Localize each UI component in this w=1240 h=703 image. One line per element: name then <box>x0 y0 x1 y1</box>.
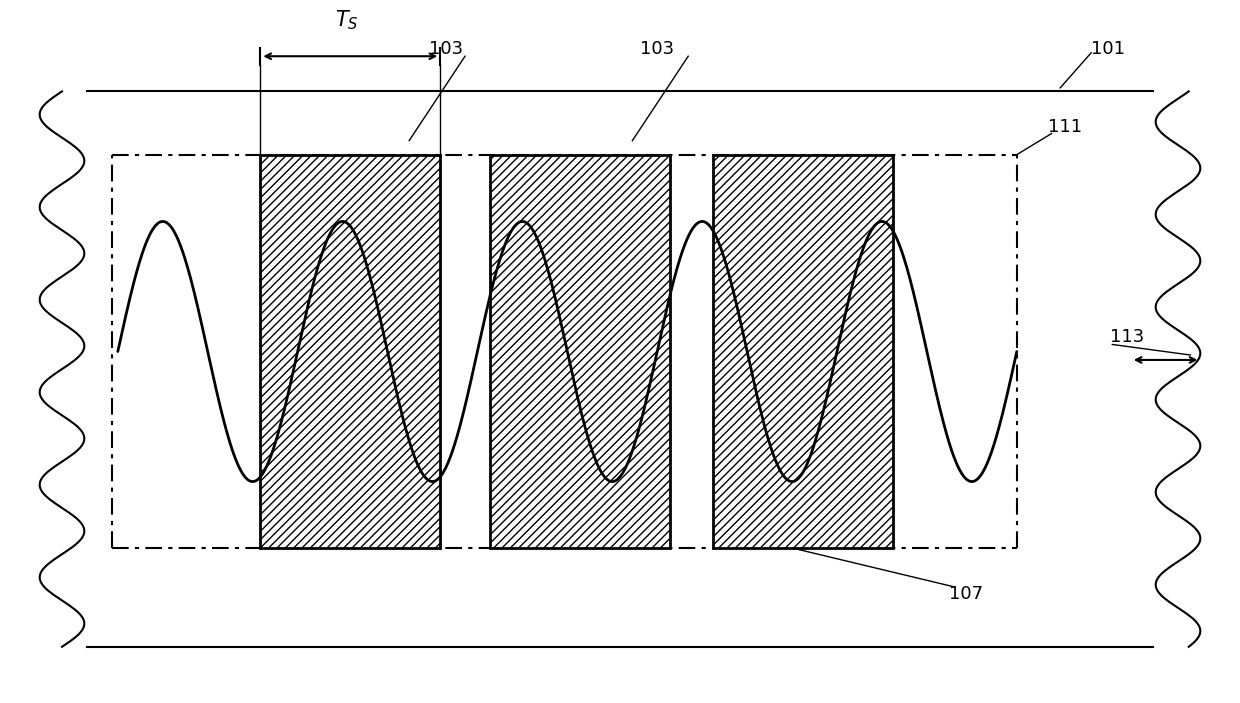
Bar <box>260 155 440 548</box>
Text: 111: 111 <box>1048 117 1083 136</box>
Text: $T_S$: $T_S$ <box>335 8 360 32</box>
Text: 113: 113 <box>1110 328 1145 347</box>
Bar <box>490 155 670 548</box>
Bar <box>713 155 893 548</box>
Text: 103: 103 <box>429 40 464 58</box>
Text: 103: 103 <box>640 40 675 58</box>
Bar <box>713 155 893 548</box>
Bar <box>490 155 670 548</box>
Text: 101: 101 <box>1091 40 1125 58</box>
Bar <box>260 155 440 548</box>
Text: 107: 107 <box>949 585 983 603</box>
